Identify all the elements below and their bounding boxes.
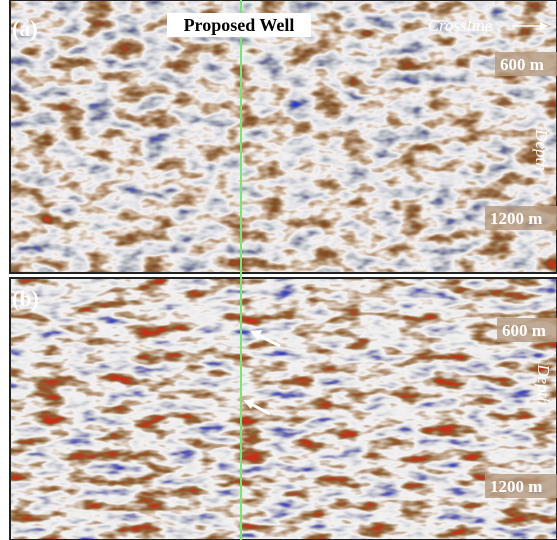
- seismic-section-a: [10, 0, 557, 273]
- depth-axis-label: Depth: [534, 363, 553, 406]
- depth-label: 600 m: [500, 55, 544, 74]
- panel-label: (b): [12, 286, 39, 311]
- panel-label: (a): [12, 16, 38, 41]
- depth-axis-label: Depth: [532, 128, 551, 171]
- crossline-label: Crossline: [428, 16, 493, 35]
- depth-label: 1200 m: [490, 209, 542, 228]
- seismic-section-b: [10, 278, 557, 540]
- depth-label: 600 m: [502, 321, 546, 340]
- depth-label: 1200 m: [490, 477, 542, 496]
- figure: Proposed Well Crossline (a) 600 m Depth …: [0, 0, 557, 540]
- well-label: Proposed Well: [184, 15, 295, 35]
